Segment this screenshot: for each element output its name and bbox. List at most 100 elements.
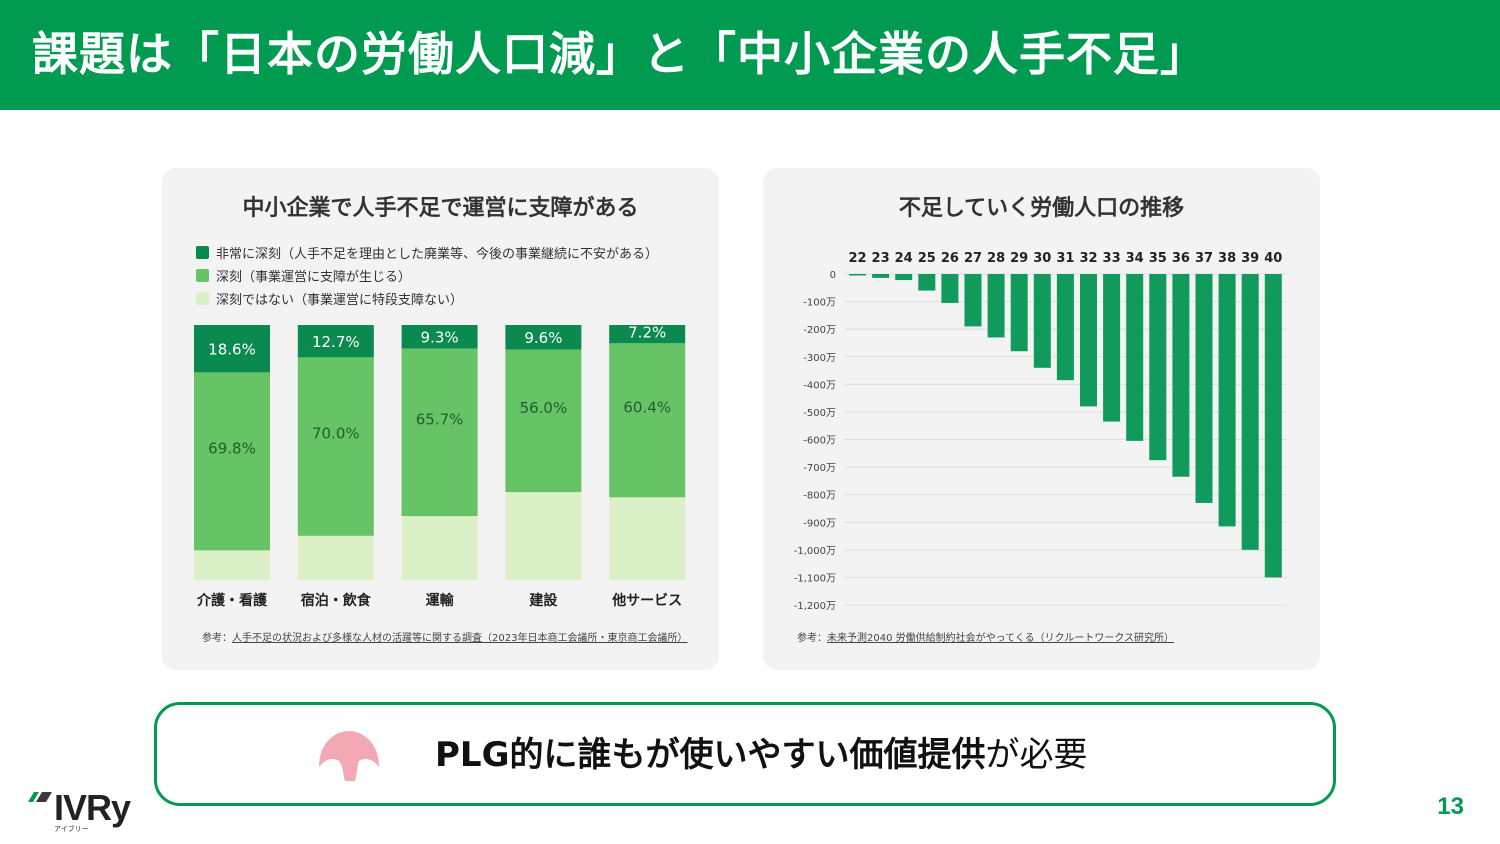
x-tick-label: 26	[941, 251, 959, 266]
callout-strong-text: PLG的に誰もが使いやすい価値提供	[435, 735, 986, 775]
legend-swatch	[196, 246, 209, 259]
x-tick-label: 23	[872, 251, 890, 266]
stack-segment-2	[297, 535, 374, 580]
bar	[1126, 274, 1144, 441]
category-label: 運輸	[425, 593, 454, 609]
bar	[1056, 274, 1074, 381]
stack-data-label: 60.4%	[623, 398, 671, 416]
left-chart-title: 中小企業で人手不足で運営に支障がある	[242, 196, 639, 221]
y-tick-label: -1,200万	[794, 601, 836, 612]
y-tick-label: -300万	[803, 353, 836, 364]
legend-label: 非常に深刻（人手不足を理由とした廃業等、今後の事業継続に不安がある）	[216, 247, 659, 262]
x-tick-label: 27	[964, 251, 982, 266]
legend-item-serious: 深刻（事業運営に支障が生じる）	[196, 264, 658, 287]
stack-data-label: 7.2%	[628, 323, 666, 341]
logo-wordmark: IVRy	[54, 787, 131, 828]
left-source-note: 参考：人手不足の状況および多様な人材の活躍等に関する調査（2023年日本商工会議…	[202, 629, 687, 644]
bar	[918, 274, 936, 291]
bar	[1241, 274, 1259, 550]
stack-segment-2	[401, 516, 478, 580]
x-tick-label: 35	[1149, 251, 1167, 266]
bar	[941, 274, 959, 303]
x-tick-label: 29	[1010, 251, 1028, 266]
pink-mushroom-icon	[319, 731, 379, 781]
stack-segment-2	[505, 492, 582, 580]
x-tick-label: 22	[848, 251, 866, 266]
legend-swatch	[196, 269, 209, 282]
stack-segment-0	[505, 325, 582, 350]
bar	[895, 274, 913, 281]
bar	[1195, 274, 1213, 503]
stack-data-label: 56.0%	[520, 399, 568, 417]
x-tick-label: 37	[1195, 251, 1213, 266]
legend-label: 深刻（事業運営に支障が生じる）	[216, 270, 412, 285]
legend-swatch	[196, 292, 209, 305]
bar	[1218, 274, 1236, 527]
x-tick-label: 34	[1126, 251, 1144, 266]
logo-subtext: アイブリー	[54, 825, 89, 833]
stacked-bar-chart: 18.6% 69.8% 12.7% 70.0% 9.3% 65.7% 9.6% 56.0% 7.…	[194, 323, 686, 580]
source-prefix: 参考：	[202, 633, 232, 644]
ivry-logo: IVRy アイブリー	[24, 787, 136, 833]
page-number: 13	[1437, 793, 1464, 820]
x-tick-label: 33	[1103, 251, 1121, 266]
legend-label: 深刻ではない（事業運営に特段支障ない）	[216, 293, 464, 308]
stack-segment-0	[401, 325, 478, 349]
stack-segment-0	[297, 325, 374, 358]
category-label: 宿泊・飲食	[300, 593, 371, 609]
bar	[1149, 274, 1167, 461]
stack-data-label: 65.7%	[416, 410, 464, 428]
x-tick-label: 39	[1241, 251, 1259, 266]
x-tick-label: 36	[1172, 251, 1190, 266]
y-tick-label: -1,100万	[794, 573, 836, 584]
stack-data-label: 70.0%	[312, 425, 360, 443]
slide-header: 課題は「日本の労働人口減」と「中小企業の人手不足」	[0, 0, 1500, 110]
bar	[849, 274, 866, 276]
stack-data-label: 9.3%	[421, 329, 459, 347]
callout-normal-text: が必要	[985, 735, 1088, 775]
right-source-note: 参考：未来予測2040 労働供給制約社会がやってくる（リクルートワークス研究所）	[797, 629, 1174, 644]
source-prefix: 参考：	[797, 633, 827, 644]
labor-decline-bar-chart: 0 -100万 -200万 -300万 -400万 -500万 -600万 -700万 -800…	[794, 251, 1287, 612]
bar	[1080, 274, 1097, 407]
bar	[1033, 274, 1051, 368]
bar	[1264, 274, 1282, 578]
x-tick-label: 38	[1218, 251, 1236, 266]
left-source-link[interactable]: 人手不足の状況および多様な人材の活躍等に関する調査（2023年日本商工会議所・東…	[232, 633, 688, 644]
y-tick-label: -200万	[803, 325, 836, 336]
stack-data-label: 69.8%	[208, 439, 256, 457]
right-source-link[interactable]: 未来予測2040 労働供給制約社会がやってくる（リクルートワークス研究所）	[827, 633, 1175, 644]
x-tick-label: 30	[1033, 251, 1051, 266]
stack-segment-1	[505, 349, 582, 493]
stack-data-label: 9.6%	[524, 329, 562, 347]
y-tick-label: -700万	[803, 463, 836, 474]
legend-item-very-serious: 非常に深刻（人手不足を理由とした廃業等、今後の事業継続に不安がある）	[196, 241, 658, 264]
stack-segment-2	[609, 497, 686, 580]
callout-text: PLG的に誰もが使いやすい価値提供が必要	[435, 731, 1088, 779]
stack-segment-1	[297, 357, 374, 536]
y-tick-label: -100万	[803, 298, 836, 309]
left-chart-legend: 非常に深刻（人手不足を理由とした廃業等、今後の事業継続に不安がある） 深刻（事業…	[196, 241, 658, 310]
y-tick-label: -900万	[803, 518, 836, 529]
stack-segment-0	[609, 325, 686, 344]
y-tick-label: -800万	[803, 491, 836, 502]
y-tick-label: -1,000万	[794, 546, 836, 557]
right-chart-title: 不足していく労働人口の推移	[898, 196, 1185, 221]
x-tick-label: 24	[895, 251, 913, 266]
stack-segment-0	[194, 325, 270, 373]
y-tick-label: -500万	[803, 408, 836, 419]
y-tick-label: 0	[830, 270, 836, 281]
bar	[1172, 274, 1190, 477]
bar	[964, 274, 982, 327]
slide-title: 課題は「日本の労働人口減」と「中小企業の人手不足」	[32, 27, 1207, 81]
stack-segment-1	[401, 348, 478, 517]
legend-item-not-serious: 深刻ではない（事業運営に特段支障ない）	[196, 287, 658, 310]
category-label: 他サービス	[612, 593, 683, 609]
stack-data-label: 18.6%	[208, 341, 256, 359]
x-tick-label: 25	[918, 251, 936, 266]
left-chart-panel: 中小企業で人手不足で運営に支障がある 非常に深刻（人手不足を理由とした廃業等、今…	[162, 168, 719, 670]
category-label: 建設	[529, 593, 558, 609]
stack-data-label: 12.7%	[312, 333, 360, 351]
bar	[1103, 274, 1121, 422]
y-tick-label: -600万	[803, 436, 836, 447]
